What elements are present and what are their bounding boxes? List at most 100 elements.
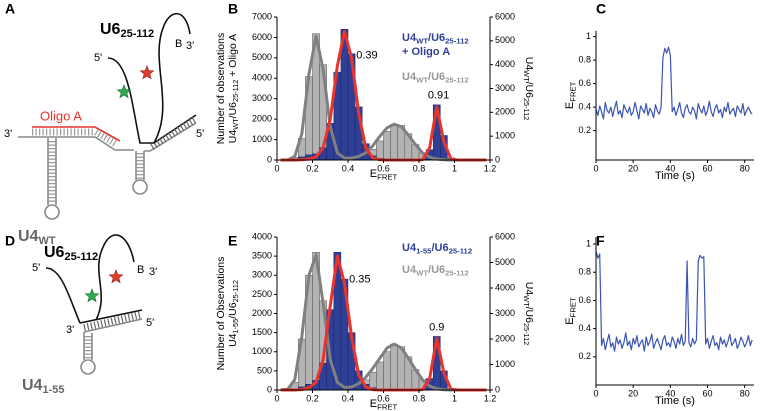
- u6-label: U625-112: [100, 21, 154, 40]
- y-tick-label: 6000: [252, 32, 272, 42]
- end-label: 3': [149, 266, 157, 278]
- text: /U6: [523, 82, 535, 99]
- y-tick-label: 3000: [252, 270, 272, 280]
- subscript: 25-112: [449, 246, 473, 255]
- bar: [376, 140, 384, 161]
- y-tick-label: 500: [257, 365, 272, 375]
- u4-label: U41-55: [22, 377, 64, 396]
- oligo-label: Oligo A: [40, 108, 82, 123]
- x-tick-label: 0.8: [413, 163, 426, 173]
- x-tick-label: 60: [703, 163, 713, 173]
- end-label: 5': [94, 52, 102, 64]
- y2-tick-label: 6000: [495, 11, 515, 21]
- y2-axis-label: U4WT/U625-112: [522, 57, 535, 121]
- x-tick-label: 0: [274, 163, 279, 173]
- bar: [376, 361, 384, 391]
- end-label: 3': [66, 324, 74, 336]
- text: /U6: [431, 242, 448, 254]
- text: Number of observations: [215, 33, 227, 144]
- y-axis-label: Number of observationsU4WT/U625-112 + Ol…: [215, 33, 240, 144]
- subscript: 25-112: [445, 75, 469, 84]
- subscript: FRET: [568, 81, 577, 101]
- end-label: 5': [32, 262, 40, 274]
- y-tick-label: 1: [586, 238, 591, 248]
- u4-loop: [80, 359, 96, 375]
- text: + Oligo A: [227, 34, 239, 80]
- text: E: [370, 398, 377, 410]
- subscript: WT: [522, 295, 531, 307]
- text: U4: [523, 282, 535, 296]
- legend-entry: U4WT/U625-112: [402, 264, 469, 277]
- end-label: 5': [196, 128, 204, 140]
- x-tick-label: 1.2: [484, 393, 497, 403]
- subscript: 25-112: [445, 36, 469, 45]
- text: /U6: [428, 32, 445, 44]
- text: U4: [18, 228, 39, 245]
- x-axis-label: Time (s): [655, 395, 695, 407]
- peak-label: 0.39: [356, 49, 377, 61]
- y2-tick-label: 6000: [495, 231, 515, 241]
- subscript: 1-55: [42, 384, 64, 396]
- x-tick-label: 0.4: [342, 393, 355, 403]
- text: U6: [44, 244, 65, 261]
- x-axis-label: EFRET: [370, 168, 398, 181]
- x-tick-label: 80: [740, 388, 750, 398]
- y-tick-label: 0.6: [578, 78, 591, 88]
- u4-strand: [18, 136, 134, 151]
- y2-tick-label: 3000: [495, 83, 515, 93]
- x-tick-label: 0.2: [306, 163, 319, 173]
- subscript: 1-55: [231, 319, 240, 334]
- subscript: 25-112: [445, 268, 469, 277]
- text: U4: [402, 32, 417, 44]
- y-axis-label: Number of ObservationsU41-55/U625-112: [215, 257, 240, 371]
- acceptor-dye: [108, 269, 124, 284]
- subscript: 25-112: [231, 80, 240, 102]
- panel-label: D: [5, 233, 15, 249]
- diagram-d: U625-112 5' B 3' 3' 5' U41-55: [22, 234, 157, 396]
- x-tick-label: 1.2: [484, 163, 497, 173]
- text: E: [370, 168, 377, 180]
- peak-label: 0.91: [428, 90, 449, 102]
- y2-tick-label: 3000: [495, 308, 515, 318]
- x-tick-label: 40: [665, 388, 675, 398]
- y-tick-label: 0.4: [578, 323, 591, 333]
- y2-tick-label: 5000: [495, 257, 515, 267]
- bar: [390, 124, 398, 161]
- subscript: FRET: [377, 402, 397, 411]
- subscript: 25-112: [231, 280, 240, 302]
- legend-entry: U41-55/U625-112: [402, 242, 472, 255]
- u4-u6-pairs: [83, 311, 143, 331]
- text: /U6: [428, 264, 445, 276]
- y-tick-label: 2000: [252, 114, 272, 124]
- y-tick-label: 0.2: [578, 125, 591, 135]
- text: + Oligo A: [402, 46, 450, 58]
- subscript: 25-112: [522, 323, 531, 345]
- u6-strand: [153, 12, 191, 144]
- x-tick-label: 0.6: [377, 163, 390, 173]
- panel-label: F: [596, 233, 605, 249]
- oligo-pairs: [94, 128, 118, 148]
- peak-label: 0.9: [429, 321, 444, 333]
- x-tick-label: 1: [452, 393, 457, 403]
- x-tick-label: 1: [452, 163, 457, 173]
- y-tick-label: 0.8: [578, 267, 591, 277]
- text: U4: [402, 264, 417, 276]
- x-axis-label: Time (s): [655, 170, 695, 182]
- subscript: FRET: [377, 172, 397, 181]
- subscript: FRET: [568, 297, 577, 317]
- y-tick-label: 7000: [252, 11, 272, 21]
- y-axis-label: EFRET: [564, 297, 577, 325]
- x-tick-label: 60: [703, 388, 713, 398]
- y-tick-label: 0: [267, 384, 272, 394]
- text: U4: [402, 71, 417, 83]
- x-tick-label: 80: [740, 163, 750, 173]
- subscript: WT: [416, 75, 428, 84]
- bar: [383, 131, 391, 161]
- x-tick-label: 0: [274, 393, 279, 403]
- y-tick-label: 1000: [252, 134, 272, 144]
- y2-tick-label: 4000: [495, 59, 515, 69]
- subscript: WT: [522, 70, 531, 82]
- end-label: 5': [146, 317, 154, 329]
- text: U4: [227, 333, 239, 347]
- y-tick-label: 1: [586, 31, 591, 41]
